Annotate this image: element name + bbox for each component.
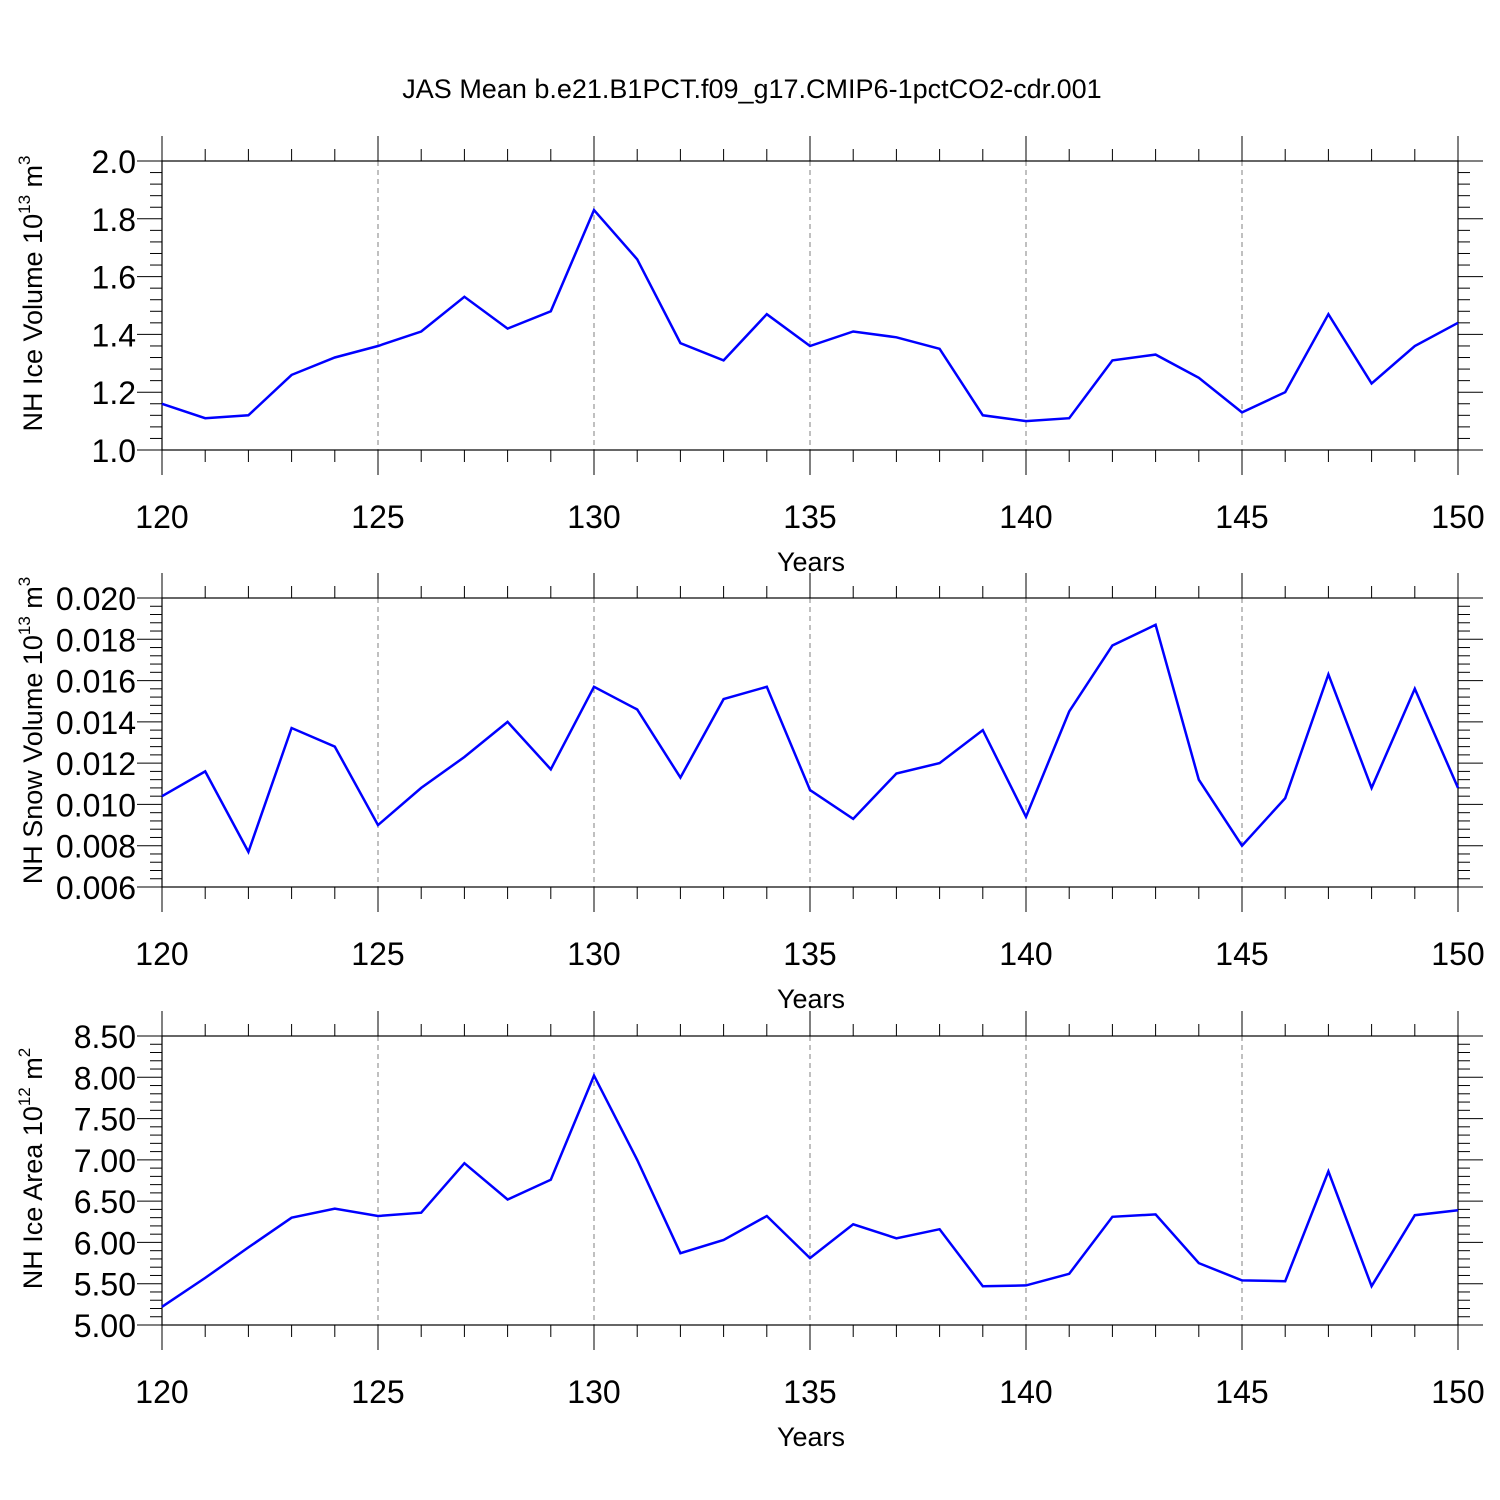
series-line-1: [161, 623, 1460, 855]
y-axis-title: NH Ice Area 1012 m2: [15, 1048, 48, 1289]
y-tick-label: 0.020: [56, 581, 136, 617]
x-tick-label: 140: [999, 499, 1052, 535]
x-tick-label: 145: [1215, 936, 1268, 972]
y-tick-label: 5.50: [74, 1267, 136, 1303]
x-tick-label: 130: [567, 1374, 620, 1410]
x-tick-label: 140: [999, 936, 1052, 972]
x-tick-label: 135: [783, 936, 836, 972]
x-tick-label: 120: [135, 1374, 188, 1410]
y-tick-label: 0.018: [56, 622, 136, 658]
chart-panel-2: 0.006 0.008 0.010 0.012 0.014 0.016 0.018 0.020…: [15, 573, 1485, 1014]
x-tick-label: 125: [351, 499, 404, 535]
x-tick-label: 135: [783, 499, 836, 535]
y-tick-label: 7.50: [74, 1102, 136, 1138]
x-tick-label: 145: [1215, 499, 1268, 535]
x-tick-label: 150: [1431, 936, 1484, 972]
figure-title: JAS Mean b.e21.B1PCT.f09_g17.CMIP6-1pctC…: [402, 74, 1101, 104]
y-tick-label: 1.0: [92, 433, 136, 469]
series-line-1: [161, 207, 1459, 423]
y-tick-label: 0.006: [56, 870, 136, 906]
y-tick-label: 0.012: [56, 746, 136, 782]
x-tick-label: 130: [567, 936, 620, 972]
x-axis-title: Years: [777, 984, 845, 1014]
y-tick-label: 8.50: [74, 1019, 136, 1055]
x-tick-label: 120: [135, 499, 188, 535]
y-tick-label: 6.50: [74, 1184, 136, 1220]
y-tick-label: 1.6: [92, 260, 136, 296]
y-tick-label: 0.008: [56, 829, 136, 865]
chart-panel-1: 1.0 1.2 1.4 1.6 1.8 2.0 120 125 130 135 140 145 150 Y…: [15, 136, 1485, 577]
y-tick-label: 1.2: [92, 375, 136, 411]
y-tick-label: 8.00: [74, 1060, 136, 1096]
y-tick-label: 7.00: [74, 1143, 136, 1179]
y-tick-label: 2.0: [92, 144, 136, 180]
chart-panel-3: 5.00 5.50 6.00 6.50 7.00 7.50 8.00 8.50 120 125 13…: [15, 1011, 1485, 1452]
x-tick-label: 120: [135, 936, 188, 972]
x-tick-label: 135: [783, 1374, 836, 1410]
x-tick-label: 145: [1215, 1374, 1268, 1410]
y-tick-label: 5.00: [74, 1308, 136, 1344]
y-axis-title: NH Snow Volume 1013 m3: [15, 577, 48, 885]
x-tick-label: 140: [999, 1374, 1052, 1410]
x-tick-label: 125: [351, 936, 404, 972]
series-line-1: [161, 1072, 1459, 1308]
x-axis-title: Years: [777, 547, 845, 577]
y-tick-label: 1.8: [92, 202, 136, 238]
x-tick-label: 150: [1431, 499, 1484, 535]
x-axis-title: Years: [777, 1422, 845, 1452]
x-tick-label: 130: [567, 499, 620, 535]
y-tick-label: 1.4: [92, 317, 136, 353]
x-tick-label: 125: [351, 1374, 404, 1410]
y-tick-label: 0.016: [56, 664, 136, 700]
y-tick-label: 0.014: [56, 705, 136, 741]
y-axis-title: NH Ice Volume 1013 m3: [15, 156, 48, 432]
x-tick-label: 150: [1431, 1374, 1484, 1410]
y-tick-label: 0.010: [56, 787, 136, 823]
y-tick-label: 6.00: [74, 1225, 136, 1261]
